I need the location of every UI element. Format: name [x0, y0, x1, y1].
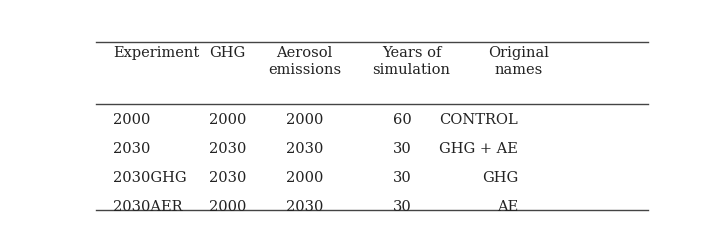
Text: CONTROL: CONTROL	[440, 113, 518, 127]
Text: 30: 30	[393, 142, 412, 156]
Text: 2030: 2030	[209, 142, 246, 156]
Text: 2000: 2000	[286, 171, 323, 185]
Text: GHG: GHG	[209, 46, 245, 60]
Text: 2030: 2030	[209, 171, 246, 185]
Text: 2030: 2030	[286, 200, 323, 213]
Text: 2030AER: 2030AER	[113, 200, 183, 213]
Text: 2000: 2000	[209, 113, 246, 127]
Text: 30: 30	[393, 171, 412, 185]
Text: 2000: 2000	[113, 113, 150, 127]
Text: Original
names: Original names	[488, 46, 549, 76]
Text: Years of
simulation: Years of simulation	[372, 46, 450, 76]
Text: 2030: 2030	[113, 142, 150, 156]
Text: 60: 60	[393, 113, 412, 127]
Text: 2000: 2000	[286, 113, 323, 127]
Text: 2030GHG: 2030GHG	[113, 171, 187, 185]
Text: Aerosol
emissions: Aerosol emissions	[268, 46, 341, 76]
Text: 2000: 2000	[209, 200, 246, 213]
Text: 30: 30	[393, 200, 412, 213]
Text: GHG + AE: GHG + AE	[439, 142, 518, 156]
Text: Experiment: Experiment	[113, 46, 200, 60]
Text: GHG: GHG	[482, 171, 518, 185]
Text: AE: AE	[497, 200, 518, 213]
Text: 2030: 2030	[286, 142, 323, 156]
